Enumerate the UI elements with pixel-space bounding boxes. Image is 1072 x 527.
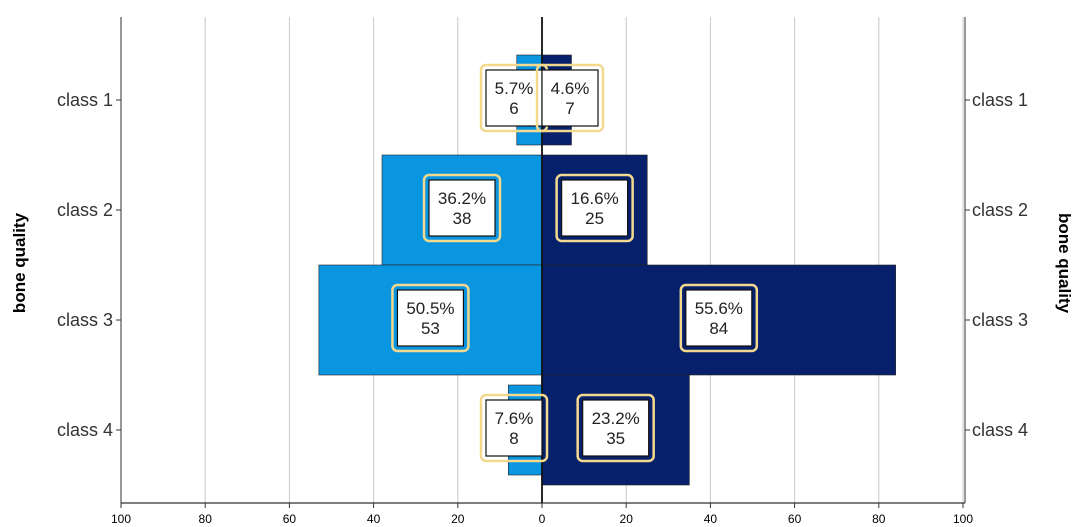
data-label-box-left: 7.6%8 [479, 393, 549, 463]
label-box [685, 289, 753, 347]
data-labels: 5.7%64.6%736.2%3816.6%2550.5%5355.6%847.… [391, 63, 759, 463]
data-label-count: 7 [565, 99, 574, 118]
category-label-left: class 2 [57, 200, 113, 220]
category-label-right: class 1 [972, 90, 1028, 110]
x-tick-label: 0 [539, 512, 546, 526]
data-label-percent: 55.6% [695, 299, 743, 318]
label-box-outline [555, 173, 634, 243]
label-box-outline [479, 393, 549, 463]
category-label-left: class 3 [57, 310, 113, 330]
tick-labels: 100 80 60 40 20 0 20 40 60 80 100 [111, 512, 973, 526]
data-label-percent: 4.6% [551, 79, 590, 98]
x-tick-label: 20 [451, 512, 465, 526]
label-box-outline [576, 393, 655, 463]
label-box [428, 179, 496, 237]
data-label-percent: 50.5% [406, 299, 454, 318]
category-labels: class 1 class 1 class 2 class 2 class 3 class… [57, 90, 1028, 440]
label-box-outline [535, 63, 605, 133]
x-tick-label: 100 [111, 512, 131, 526]
data-label-count: 53 [421, 319, 440, 338]
label-box [541, 69, 599, 127]
data-label-count: 35 [606, 429, 625, 448]
data-label-box-right: 23.2%35 [576, 393, 655, 463]
category-label-left: class 1 [57, 90, 113, 110]
data-label-percent: 16.6% [571, 189, 619, 208]
label-box [561, 179, 629, 237]
data-label-percent: 36.2% [438, 189, 486, 208]
data-label-count: 84 [709, 319, 728, 338]
label-box-outline [679, 283, 759, 353]
data-label-box-left: 5.7%6 [479, 63, 549, 133]
x-tick-label: 80 [872, 512, 886, 526]
data-label-count: 38 [453, 209, 472, 228]
category-label-right: class 3 [972, 310, 1028, 330]
label-box [485, 69, 543, 127]
category-label-left: class 4 [57, 420, 113, 440]
label-box-outline [391, 283, 470, 353]
x-tick-label: 60 [283, 512, 297, 526]
x-tick-label: 60 [788, 512, 802, 526]
y-axis-title-right: bone quality [1055, 213, 1072, 314]
data-label-box-left: 36.2%38 [422, 173, 502, 243]
x-tick-label: 80 [199, 512, 213, 526]
y-axis-title-left: bone quality [10, 212, 29, 313]
label-box-outline [422, 173, 502, 243]
label-box [396, 289, 465, 347]
x-tick-label: 40 [367, 512, 381, 526]
data-label-count: 25 [585, 209, 604, 228]
category-label-right: class 4 [972, 420, 1028, 440]
data-label-percent: 23.2% [592, 409, 640, 428]
label-box [485, 399, 543, 457]
data-label-count: 8 [509, 429, 518, 448]
data-label-box-right: 16.6%25 [555, 173, 634, 243]
label-box [582, 399, 650, 457]
category-label-right: class 2 [972, 200, 1028, 220]
data-label-box-left: 50.5%53 [391, 283, 470, 353]
x-tick-label: 20 [620, 512, 634, 526]
x-tick-label: 40 [704, 512, 718, 526]
data-label-count: 6 [509, 99, 518, 118]
data-label-percent: 5.7% [495, 79, 534, 98]
data-label-percent: 7.6% [495, 409, 534, 428]
x-tick-label: 100 [953, 512, 973, 526]
data-label-box-right: 55.6%84 [679, 283, 759, 353]
data-label-box-right: 4.6%7 [535, 63, 605, 133]
